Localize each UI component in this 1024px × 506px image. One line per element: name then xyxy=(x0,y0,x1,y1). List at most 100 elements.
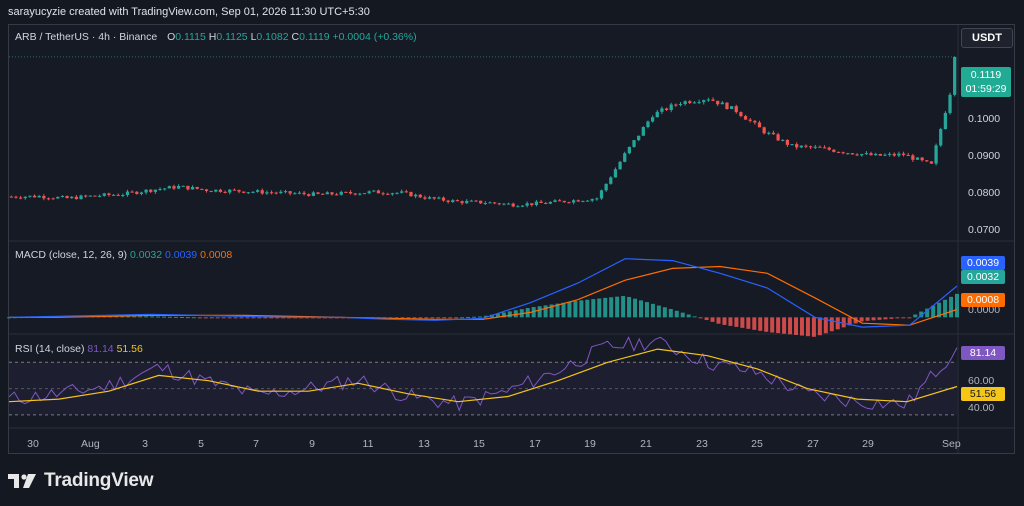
candle-body xyxy=(860,154,864,156)
x-tick-label: 15 xyxy=(473,438,485,450)
last-price: 0.1119 xyxy=(970,69,1002,81)
macd-histogram-bar xyxy=(239,317,244,319)
macd-histogram-bar xyxy=(644,302,649,318)
macd-histogram-bar xyxy=(871,317,876,321)
candle-body xyxy=(84,195,88,197)
macd-histogram-bar xyxy=(191,317,196,319)
symbol-label[interactable]: ARB / TetherUS · 4h · Binance xyxy=(15,31,158,43)
macd-histogram-bar xyxy=(901,317,906,319)
candle-body xyxy=(404,191,408,193)
macd-title[interactable]: MACD (close, 12, 26, 9) xyxy=(15,249,128,261)
macd-histogram-bar xyxy=(716,317,721,324)
candle-body xyxy=(822,147,827,149)
open-label: O xyxy=(167,31,176,43)
candle-body xyxy=(692,102,697,104)
candle-body xyxy=(23,196,27,199)
macd-histogram-bar xyxy=(955,293,959,318)
y-tick-price-3: 0.0800 xyxy=(968,187,1001,199)
macd-histogram-bar xyxy=(138,316,143,318)
macd-histogram-bar xyxy=(472,316,477,318)
macd-histogram-bar xyxy=(734,317,739,327)
candle-body xyxy=(316,192,320,194)
candle-body xyxy=(102,193,106,196)
macd-histogram-bar xyxy=(412,317,417,319)
candle-body xyxy=(929,161,934,164)
macd-histogram-bar xyxy=(698,317,703,319)
tradingview-logo[interactable]: TradingView xyxy=(8,466,154,496)
macd-histogram-bar xyxy=(853,317,858,324)
candle-body xyxy=(269,192,274,194)
candle-body xyxy=(595,198,599,200)
macd-histogram-bar xyxy=(543,305,548,318)
macd-histogram-bar xyxy=(615,296,620,318)
candle-body xyxy=(339,191,343,195)
macd-histogram-bar xyxy=(495,313,500,318)
candle-body xyxy=(813,146,817,148)
candle-body xyxy=(218,189,223,192)
currency-button[interactable]: USDT xyxy=(961,28,1013,48)
macd-histogram-bar xyxy=(513,310,518,318)
y-tick-price-4: 0.0700 xyxy=(968,224,1001,236)
low-value: 0.1082 xyxy=(256,31,289,43)
macd-histogram-bar xyxy=(674,310,679,318)
candle-body xyxy=(502,203,506,205)
candle-body xyxy=(632,140,636,147)
candle-body xyxy=(367,191,371,194)
macd-histogram-bar xyxy=(144,316,149,318)
macd-histogram-bar xyxy=(245,317,250,319)
candle-body xyxy=(116,194,120,196)
candle-body xyxy=(167,186,171,189)
candle-body xyxy=(939,129,943,146)
rsi-title[interactable]: RSI (14, close) xyxy=(15,343,85,355)
candle-body xyxy=(107,193,111,195)
macd-histogram-bar xyxy=(567,301,572,318)
macd-histogram-bar xyxy=(185,317,190,319)
x-tick-label: 5 xyxy=(198,438,204,450)
candle-body xyxy=(190,186,195,190)
x-tick-label: 9 xyxy=(309,438,315,450)
candle-body xyxy=(65,196,69,199)
candle-body xyxy=(934,145,938,164)
macd-histogram-bar xyxy=(829,317,834,332)
high-value: 0.1125 xyxy=(216,31,248,43)
candle-body xyxy=(70,196,74,199)
candle-body xyxy=(553,200,557,202)
candle-body xyxy=(804,145,808,147)
macd-histogram-bar xyxy=(859,317,864,322)
macd-histogram-bar xyxy=(686,314,691,318)
candle-body xyxy=(56,196,60,199)
macd-histogram-bar xyxy=(179,316,184,318)
x-tick-label: 11 xyxy=(362,438,374,450)
macd-histogram-bar xyxy=(794,317,799,335)
macd-histogram-bar xyxy=(722,317,727,325)
last-price-tag: 0.1119 01:59:29 xyxy=(961,67,1011,97)
candle-body xyxy=(585,200,590,202)
macd-histogram-bar xyxy=(770,317,775,333)
candle-body xyxy=(697,102,701,104)
macd-legend: MACD (close, 12, 26, 9) 0.0032 0.0039 0.… xyxy=(15,249,232,261)
candle-body xyxy=(506,203,511,205)
candle-body xyxy=(869,153,873,156)
candle-body xyxy=(144,189,148,193)
open-value: 0.1115 xyxy=(175,31,206,43)
macd-histogram-bar xyxy=(591,299,596,318)
candle-body xyxy=(139,192,144,194)
rsi-legend: RSI (14, close) 81.14 51.56 xyxy=(15,343,143,355)
candle-body xyxy=(892,153,896,156)
candle-body xyxy=(372,190,376,192)
candle-body xyxy=(571,200,576,203)
x-tick-label: 7 xyxy=(253,438,259,450)
candle-body xyxy=(915,157,920,160)
candle-body xyxy=(539,201,543,204)
macd-histogram-bar xyxy=(585,299,590,318)
rsi-line xyxy=(8,336,958,412)
macd-histogram-bar xyxy=(501,312,506,318)
macd-histogram-bar xyxy=(639,300,643,318)
macd-histogram-bar xyxy=(251,317,256,319)
candle-body xyxy=(479,200,483,204)
macd-histogram-bar xyxy=(597,298,602,318)
candle-body xyxy=(897,153,901,156)
candle-body xyxy=(74,196,79,200)
macd-histogram-bar xyxy=(466,316,471,318)
candle-body xyxy=(576,200,580,202)
